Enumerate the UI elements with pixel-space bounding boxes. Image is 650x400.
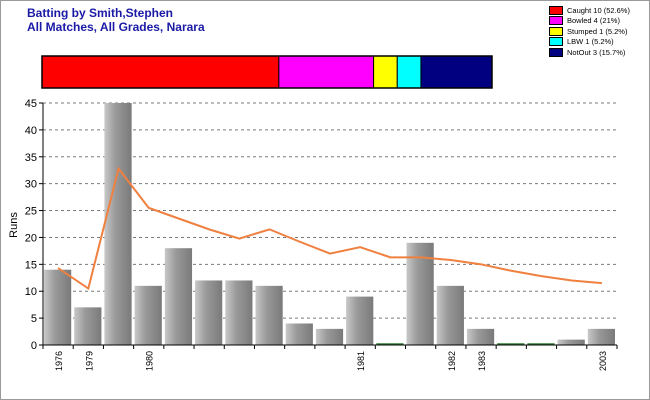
runs-bar [44, 269, 72, 345]
legend-item-lbw: LBW 1 (5.2%) [549, 37, 644, 48]
runs-bar [466, 328, 495, 345]
legend-swatch-bowled [549, 16, 563, 26]
legend-item-notout: NotOut 3 (15.7%) [549, 47, 644, 58]
dismissal-bar-border [41, 55, 493, 89]
runs-bar [134, 285, 162, 345]
y-tick-label: 30 [25, 179, 37, 191]
dismissal-segment-bowled [278, 55, 375, 89]
y-tick-label: 45 [25, 98, 37, 110]
legend-item-bowled: Bowled 4 (21%) [549, 16, 644, 27]
y-tick-label: 5 [31, 313, 37, 325]
x-tick-label: 1983 [477, 351, 487, 371]
y-tick-label: 20 [25, 232, 37, 244]
runs-bar [195, 280, 223, 345]
trend-polyline [57, 166, 602, 291]
dismissal-segment-notout [420, 55, 493, 89]
x-tick-label: 2003 [598, 351, 608, 371]
dismissal-segment-stumped [373, 55, 398, 89]
dismissal-stacked-bar [41, 55, 493, 89]
x-tick-label: 1979 [84, 351, 94, 371]
runs-bar [255, 285, 283, 345]
y-tick-label: 10 [25, 286, 37, 298]
legend-label-caught: Caught 10 (52.6%) [567, 5, 630, 15]
legend-label-lbw: LBW 1 (5.2%) [567, 37, 614, 47]
legend-swatch-caught [549, 5, 563, 15]
legend-label-bowled: Bowled 4 (21%) [567, 16, 620, 26]
legend-swatch-lbw [549, 37, 563, 47]
dismissal-segment-caught [41, 55, 280, 89]
runs-bar [557, 339, 585, 345]
x-tick-label: 1980 [145, 351, 155, 371]
x-tick-label: 1982 [447, 351, 457, 371]
runs-bar [164, 248, 193, 345]
legend-item-stumped: Stumped 1 (5.2%) [549, 26, 644, 37]
dismissal-segment-lbw [396, 55, 422, 89]
y-tick-label: 0 [31, 340, 37, 352]
trend-line [57, 166, 602, 291]
legend-label-notout: NotOut 3 (15.7%) [567, 47, 626, 57]
runs-bar [315, 328, 344, 345]
runs-bar [587, 328, 615, 345]
legend-swatch-notout [549, 47, 563, 57]
x-tick-label: 1981 [356, 351, 366, 371]
legend-label-stumped: Stumped 1 (5.2%) [567, 26, 628, 36]
axes: 0 5 10 15 20 25 30 35 40 45 1976 1979 1980 1981 1982 19… [25, 98, 618, 371]
runs-bar [104, 103, 132, 345]
y-tick-label: 15 [25, 259, 37, 271]
runs-bar [406, 242, 434, 345]
runs-bar [436, 285, 464, 345]
runs-bar [285, 323, 313, 345]
legend-item-caught: Caught 10 (52.6%) [549, 5, 644, 16]
runs-bar [346, 296, 374, 345]
y-tick-label: 35 [25, 152, 37, 164]
legend-swatch-stumped [549, 26, 563, 36]
y-tick-label: 40 [25, 125, 37, 137]
y-tick-label: 25 [25, 206, 37, 218]
runs-bar [225, 280, 253, 345]
chart-title: Batting by Smith,Stephen [27, 6, 174, 20]
legend: Caught 10 (52.6%) Bowled 4 (21%) Stumped… [549, 5, 644, 58]
x-tick-label: 1976 [54, 351, 64, 371]
y-axis-label: Runs [8, 212, 20, 238]
runs-bar [74, 307, 102, 345]
runs-bars [44, 103, 615, 346]
chart-subtitle: All Matches, All Grades, Narara [27, 20, 205, 34]
